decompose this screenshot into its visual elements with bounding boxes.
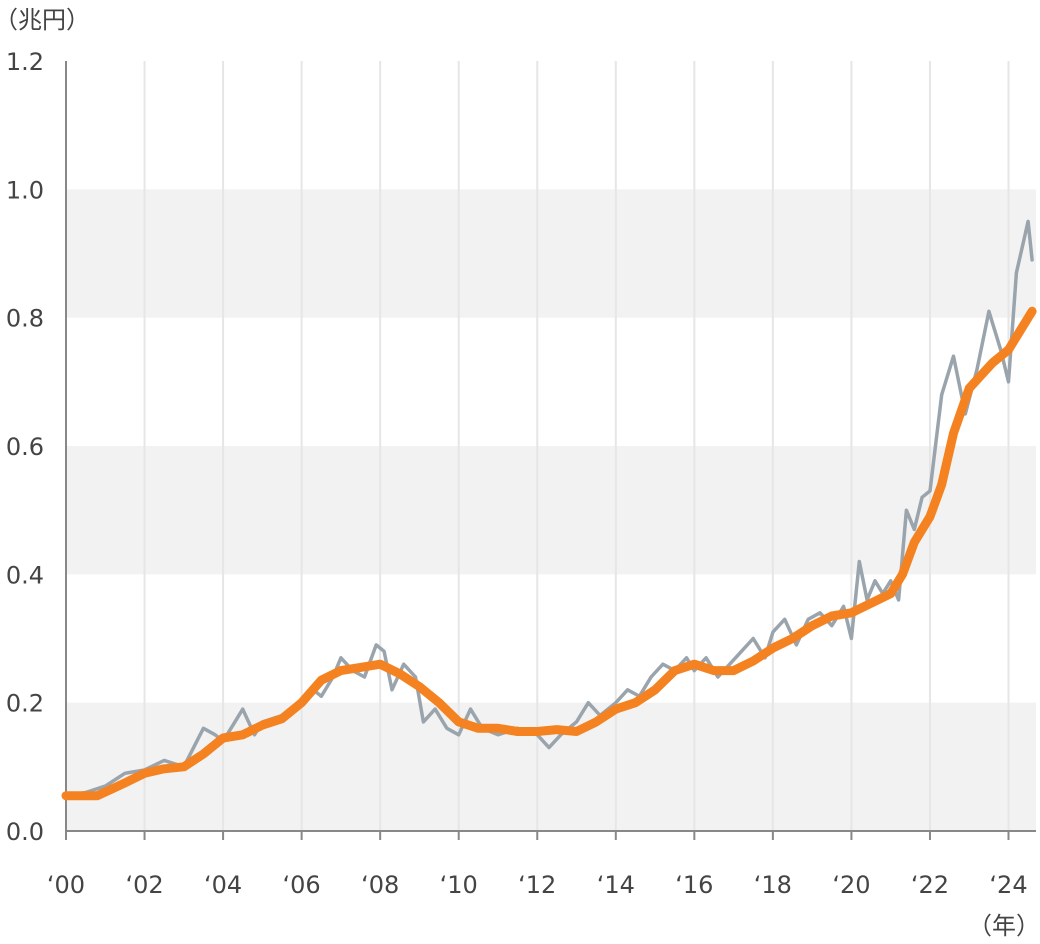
x-tick-label: ‘12 [518, 871, 556, 899]
y-tick-label: 0.6 [6, 433, 44, 461]
x-tick-label: ‘24 [989, 871, 1027, 899]
y-tick-label: 1.2 [6, 48, 44, 76]
x-tick-label: ‘00 [47, 871, 85, 899]
x-tick-label: ‘10 [440, 871, 478, 899]
y-unit-label: （兆円） [0, 6, 90, 34]
x-unit-label: （年） [968, 912, 1040, 940]
x-tick-label: ‘04 [204, 871, 242, 899]
x-tick-label: ‘14 [597, 871, 635, 899]
axes [65, 61, 1036, 832]
x-tick-labels: ‘00 ‘02 ‘04 ‘06 ‘08 ‘10 ‘12 ‘14 ‘16 ‘18 ‘20 ‘22 ‘24 [47, 871, 1028, 899]
x-tick-label: ‘02 [125, 871, 163, 899]
x-tick-label: ‘20 [832, 871, 870, 899]
y-tick-label: 0.2 [6, 690, 44, 718]
band-1 [66, 446, 1036, 575]
y-tick-label: 1.0 [6, 176, 44, 204]
x-tick-label: ‘06 [283, 871, 321, 899]
x-tick-label: ‘22 [911, 871, 949, 899]
band-0 [66, 702, 1036, 831]
y-tick-labels: 0.0 0.2 0.4 0.6 0.8 1.0 1.2 [6, 48, 44, 846]
background-bands [66, 189, 1036, 831]
x-tick-label: ‘16 [675, 871, 713, 899]
x-tick-label: ‘18 [754, 871, 792, 899]
trend-series-line [61, 306, 1037, 801]
y-tick-label: 0.0 [6, 818, 44, 846]
y-tick-label: 0.8 [6, 305, 44, 333]
y-tick-label: 0.4 [6, 561, 44, 589]
band-2 [66, 189, 1036, 318]
x-tick-label: ‘08 [361, 871, 399, 899]
series-lines [61, 219, 1037, 801]
